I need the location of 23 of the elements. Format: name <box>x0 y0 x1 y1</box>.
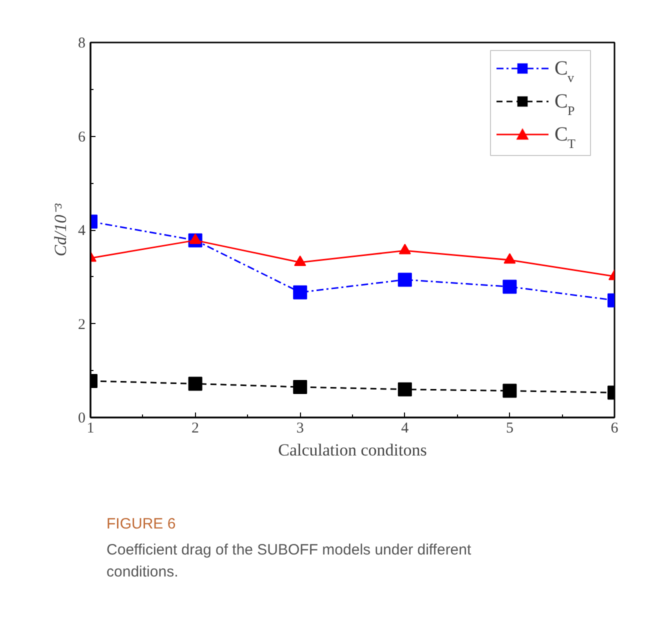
point <box>189 233 202 244</box>
y-tick-label: 6 <box>78 129 86 146</box>
y-axis-title: Cd/10⁻³ <box>51 202 70 256</box>
point <box>398 272 412 287</box>
y-tick-label: 2 <box>78 316 86 333</box>
x-tick-label: 3 <box>296 420 304 436</box>
x-tick-label: 5 <box>506 420 514 436</box>
point <box>293 380 308 394</box>
x-tick-label: 2 <box>192 420 200 436</box>
point <box>398 382 412 396</box>
point <box>294 255 306 266</box>
x-tick-label: 6 <box>610 420 619 436</box>
x-tick-label: 4 <box>401 420 410 436</box>
y-tick-label: 4 <box>78 223 86 239</box>
x-axis-title: Calculation conditons <box>278 440 427 460</box>
point <box>398 244 411 254</box>
x-tick-label: 1 <box>86 420 94 436</box>
point <box>293 285 308 300</box>
y-tick-label: 0 <box>78 410 86 426</box>
caption: FIGURE 6 <box>106 516 176 532</box>
text: Coefficient drag of the SUBOFF models under different conditions. <box>106 542 472 580</box>
y-tick-label: 8 <box>78 36 86 52</box>
point <box>188 376 202 391</box>
